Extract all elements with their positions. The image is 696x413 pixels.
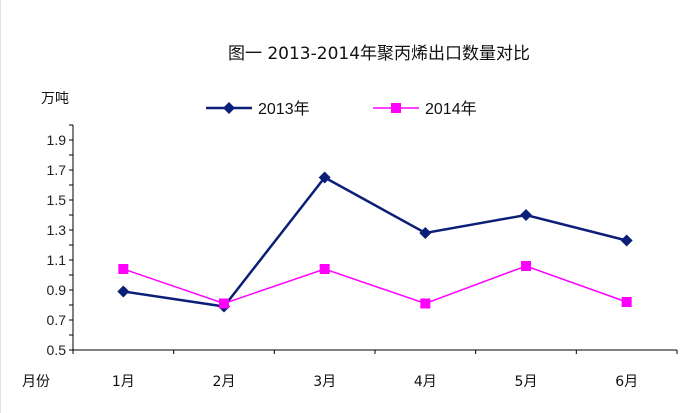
axes: 0.5 0.7 0.9 1.1 1.3 1.5 1.7 1.9 1月 2月 3月 4月 5月 6月 (47, 124, 678, 390)
series-line (123, 175, 627, 308)
x-tick-label: 2月 (213, 374, 236, 390)
y-tick-label: 0.5 (47, 342, 67, 358)
series-2 (118, 261, 632, 309)
legend-marker (391, 103, 401, 113)
x-tick-label: 5月 (515, 374, 538, 390)
x-tick-label: 6月 (615, 374, 638, 390)
data-point (219, 298, 229, 309)
data-point (420, 298, 431, 309)
x-tick-label: 1月 (112, 374, 135, 390)
x-axis-label: 月份 (22, 374, 50, 390)
data-point (319, 264, 330, 274)
y-tick-label: 0.9 (47, 282, 67, 298)
chart-title: 图一 2013-2014年聚丙烯出口数量对比 (228, 44, 530, 64)
x-tick-label: 4月 (414, 374, 437, 390)
legend-item-2: 2014年 (373, 100, 477, 118)
series-1 (117, 171, 633, 313)
y-tick-label: 1.7 (47, 162, 67, 178)
data-point (318, 171, 331, 184)
series-line (123, 265, 627, 305)
legend-item-1: 2013年 (206, 100, 310, 118)
x-tick-label: 3月 (313, 374, 336, 390)
y-tick-label: 1.3 (47, 222, 67, 238)
y-tick-label: 1.9 (47, 132, 67, 148)
y-axis-label: 万吨 (41, 91, 69, 107)
y-tick-label: 1.1 (47, 252, 67, 268)
y-tick-label: 0.7 (47, 312, 67, 328)
y-tick-label: 1.5 (47, 192, 67, 208)
data-point (621, 297, 632, 307)
data-point (117, 285, 130, 298)
legend-marker (223, 102, 235, 114)
data-point (118, 264, 129, 274)
legend-label: 2013年 (258, 100, 310, 118)
legend-label: 2014年 (425, 100, 477, 118)
data-point (520, 209, 532, 221)
series-group (117, 171, 633, 313)
data-point (521, 261, 531, 271)
data-point (419, 227, 432, 239)
data-point (620, 234, 633, 247)
legend: 2013年 2014年 (206, 100, 477, 118)
